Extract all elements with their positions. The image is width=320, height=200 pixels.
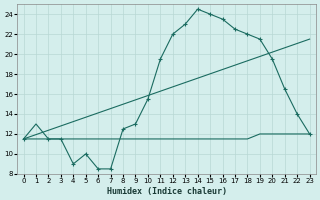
X-axis label: Humidex (Indice chaleur): Humidex (Indice chaleur) bbox=[107, 187, 227, 196]
